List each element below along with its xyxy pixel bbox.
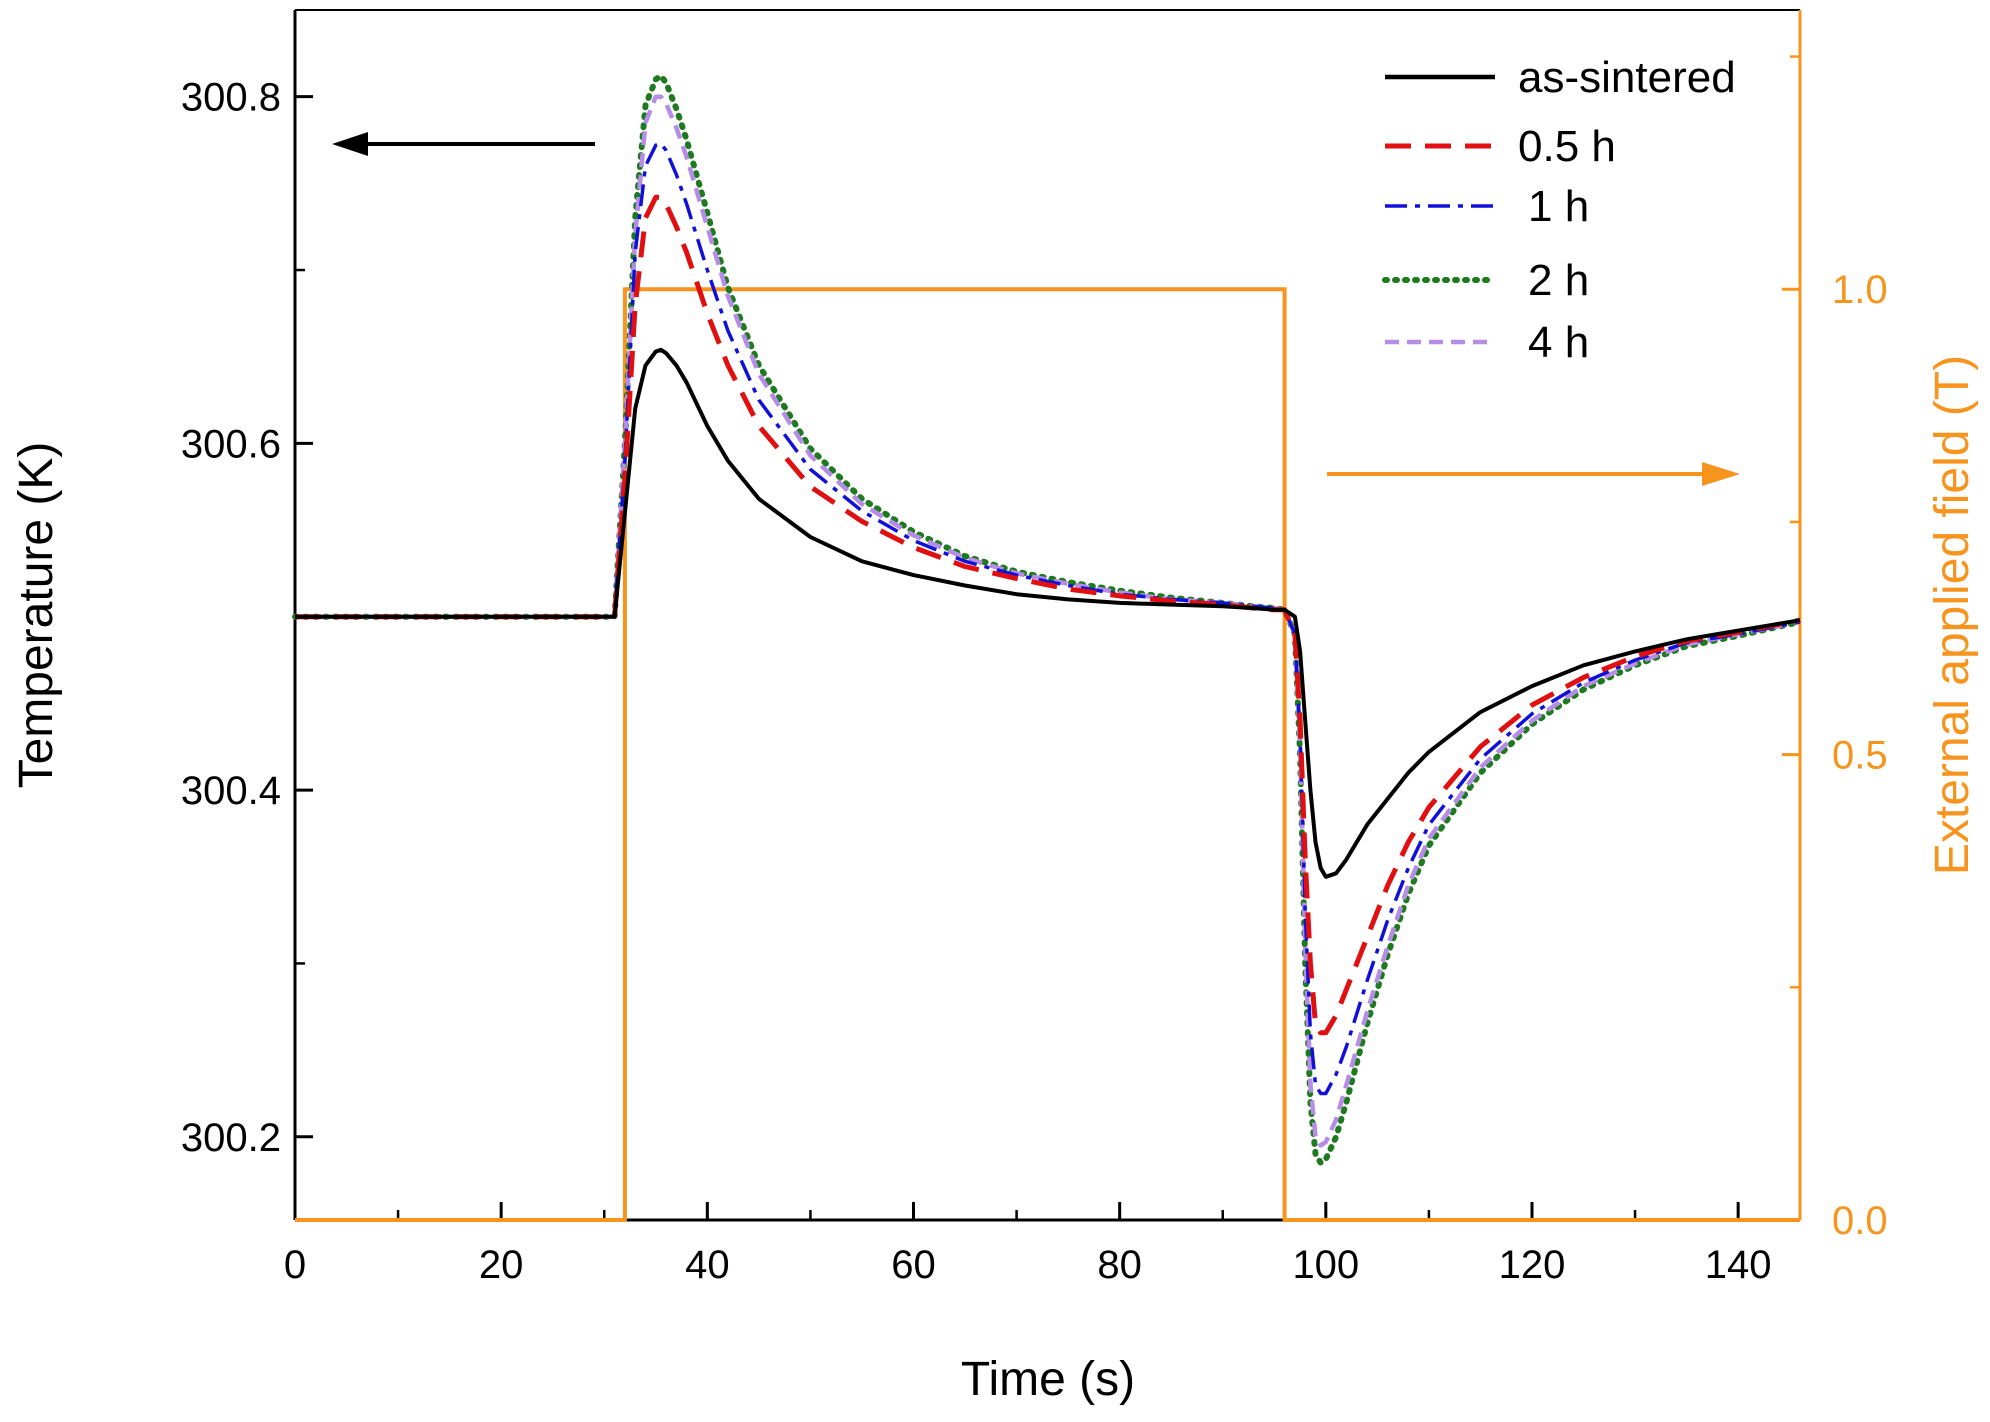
series-line-h1 — [295, 141, 1801, 1096]
series-line-h4 — [295, 94, 1801, 1148]
legend-label-2h: 2 h — [1528, 256, 1589, 305]
left-axis-arrow — [332, 132, 595, 156]
left-axis-ticks: 300.2 300.4 300.6 300.8 — [181, 76, 313, 1160]
legend: as-sintered 0.5 h 1 h 2 h 4 h — [1382, 53, 1736, 367]
x-tick-label: 60 — [891, 1243, 936, 1287]
left-tick-label: 300.2 — [181, 1116, 281, 1160]
x-tick-label: 100 — [1292, 1243, 1359, 1287]
right-tick-label: 0.0 — [1832, 1199, 1888, 1243]
left-axis-title: Temperature (K) — [10, 442, 63, 789]
series-line-external-field — [295, 287, 1800, 1222]
left-tick-label: 300.8 — [181, 76, 281, 120]
x-axis-title: Time (s) — [961, 1353, 1135, 1406]
x-tick-label: 20 — [479, 1243, 524, 1287]
right-tick-label: 1.0 — [1832, 268, 1888, 312]
x-axis-ticks: 0 20 40 60 80 100 120 140 — [284, 1202, 1772, 1287]
x-tick-label: 80 — [1097, 1243, 1142, 1287]
legend-label-1h: 1 h — [1528, 182, 1589, 231]
series-line-as_sintered — [295, 347, 1801, 879]
left-tick-label: 300.6 — [181, 422, 281, 466]
series-line-h2 — [292, 72, 1803, 1166]
x-tick-label: 0 — [284, 1243, 306, 1287]
x-tick-label: 120 — [1499, 1243, 1566, 1287]
legend-label-as-sintered: as-sintered — [1518, 53, 1736, 102]
x-tick-label: 140 — [1705, 1243, 1772, 1287]
right-axis-ticks: 0.0 0.5 1.0 — [1782, 55, 1888, 1243]
left-tick-label: 300.4 — [181, 769, 281, 813]
legend-label-4h: 4 h — [1528, 318, 1589, 367]
right-axis-arrow — [1327, 462, 1740, 486]
series-layer — [292, 72, 1803, 1222]
right-tick-label: 0.5 — [1832, 734, 1888, 778]
x-tick-label: 40 — [685, 1243, 730, 1287]
legend-label-0-5h: 0.5 h — [1518, 122, 1616, 171]
right-axis-title: External applied field (T) — [1926, 355, 1979, 875]
